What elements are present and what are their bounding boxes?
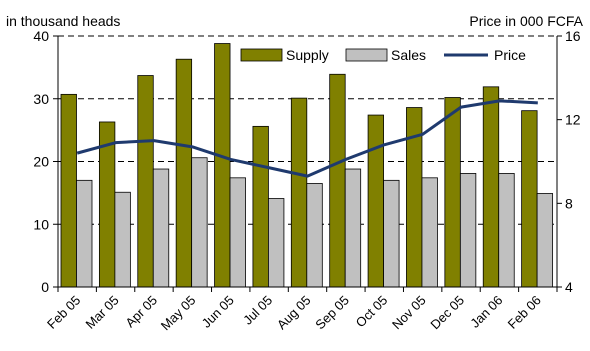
sales-bar xyxy=(536,193,554,288)
price-line-series xyxy=(76,99,538,178)
x-tick-label: Jun 05 xyxy=(199,293,237,331)
left-axis-title: in thousand heads xyxy=(6,13,120,29)
supply-bar xyxy=(252,125,269,288)
supply-legend-label: Supply xyxy=(286,47,329,63)
supply-bar xyxy=(482,86,500,288)
supply-bar xyxy=(175,58,193,288)
x-tick-label: Jan 06 xyxy=(467,293,505,331)
sales-bar xyxy=(114,191,131,288)
sales-bar xyxy=(459,173,477,288)
supply-bar xyxy=(521,110,538,288)
x-tick-label: Feb 06 xyxy=(505,293,544,332)
right-tick-label: 8 xyxy=(565,195,573,211)
supply-bar xyxy=(290,97,308,288)
right-tick-label: 4 xyxy=(565,279,573,295)
x-tick-label: Oct 05 xyxy=(353,293,391,331)
sales-bar xyxy=(383,179,400,288)
price-line xyxy=(76,99,538,178)
right-axis-title: Price in 000 FCFA xyxy=(469,13,583,29)
sales-bar xyxy=(229,177,246,288)
x-tick-label: Apr 05 xyxy=(122,293,160,331)
supply-bar xyxy=(444,97,461,288)
x-tick-label: Dec 05 xyxy=(427,293,467,333)
sales-bar xyxy=(191,157,208,288)
supply-bar xyxy=(60,93,77,288)
bar-series xyxy=(60,43,554,288)
x-tick-label: Sep 05 xyxy=(312,293,352,333)
left-tick-label: 20 xyxy=(33,154,49,170)
price-legend-label: Price xyxy=(494,47,526,63)
right-tick-label: 16 xyxy=(565,28,581,44)
x-tick-label: Jul 05 xyxy=(240,293,275,328)
supply-bar xyxy=(137,75,154,288)
supply-bar xyxy=(329,73,346,288)
sales-bar xyxy=(344,168,362,288)
supply-bar xyxy=(214,43,231,288)
supply-bar xyxy=(367,114,384,288)
supply-legend-swatch xyxy=(240,48,283,62)
x-tick-label: Feb 05 xyxy=(44,293,83,332)
left-tick-label: 0 xyxy=(41,279,49,295)
x-tick-label: May 05 xyxy=(158,293,199,334)
left-tick-label: 30 xyxy=(33,91,49,107)
sales-bar xyxy=(498,173,515,288)
left-tick-label: 40 xyxy=(33,28,49,44)
legend: Supply Sales Price xyxy=(236,44,552,66)
sales-bar xyxy=(76,179,93,288)
sales-bar xyxy=(152,168,170,288)
sales-legend-swatch xyxy=(345,48,388,62)
legend-background xyxy=(236,44,552,66)
sales-bar xyxy=(268,198,285,288)
right-tick-label: 12 xyxy=(565,112,581,128)
sales-legend-label: Sales xyxy=(391,47,426,63)
x-tick-label: Aug 05 xyxy=(274,293,314,333)
left-tick-label: 10 xyxy=(33,216,49,232)
sales-bar xyxy=(306,183,323,288)
x-tick-label: Nov 05 xyxy=(389,293,429,333)
x-tick-label: Mar 05 xyxy=(82,293,121,332)
sales-bar xyxy=(421,177,438,288)
